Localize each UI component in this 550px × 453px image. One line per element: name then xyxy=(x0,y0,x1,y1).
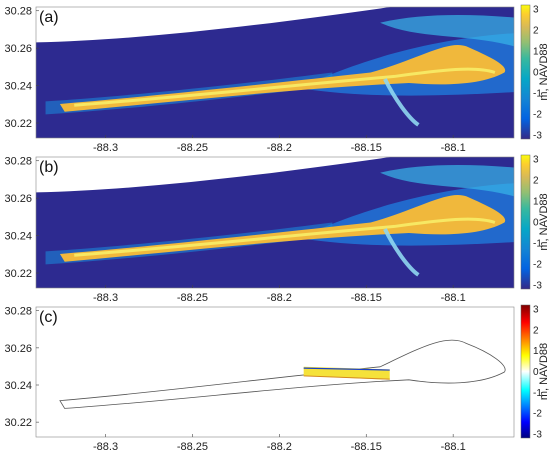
shoal-region xyxy=(380,164,514,197)
x-tick-label: -88.1 xyxy=(441,441,466,453)
island-crest xyxy=(74,217,496,257)
colorbar-tick-label: 3 xyxy=(533,155,539,166)
colorbar-tick-label: -1 xyxy=(533,388,542,399)
x-tick-label: -88.3 xyxy=(93,441,118,453)
colorbar-tick-label: 3 xyxy=(533,305,539,316)
colorbar xyxy=(520,304,531,439)
colorbar-tick-label: 1 xyxy=(533,197,539,208)
colorbar-tick-label: 2 xyxy=(533,176,539,187)
colorbar-tick-label: 0 xyxy=(533,367,539,378)
y-tick-label: 30.28 xyxy=(4,306,32,318)
colorbar-tick-label: -3 xyxy=(533,281,542,292)
x-tick-label: -88.1 xyxy=(441,142,466,154)
island-spit xyxy=(59,194,506,262)
colorbar-tick-label: -2 xyxy=(533,260,542,271)
channel-feature xyxy=(383,228,420,277)
x-tick-label: -88.3 xyxy=(93,292,118,304)
shoal-region xyxy=(380,14,514,47)
x-tick-label: -88.3 xyxy=(93,142,118,154)
panel-label: (c) xyxy=(39,309,58,326)
x-tick-label: -88.15 xyxy=(351,441,382,453)
plot-area xyxy=(36,7,514,138)
accretion-edge xyxy=(303,375,390,380)
panel-label: (b) xyxy=(39,159,59,176)
y-tick-label: 30.28 xyxy=(4,156,32,168)
x-tick-label: -88.15 xyxy=(351,292,382,304)
x-tick-label: -88.2 xyxy=(267,292,292,304)
panel-c: -88.3 -88.25 -88.2 -88.15 -88.1 30.28 30.26 30.… xyxy=(4,305,550,453)
colorbar-tick-label: -3 xyxy=(533,430,542,441)
colorbar-tick-label: 2 xyxy=(533,325,539,336)
island-spit xyxy=(59,44,506,112)
y-tick-label: 30.22 xyxy=(4,268,32,280)
plot-area xyxy=(36,157,514,288)
colorbar-label: m, NAVD88 xyxy=(538,43,550,100)
colorbar-tick-label: 2 xyxy=(533,26,539,37)
panel-label: (a) xyxy=(39,9,59,26)
y-tick-label: 30.26 xyxy=(4,193,32,205)
colorbar-label: m, NAVD88 xyxy=(538,193,550,250)
colorbar-tick-label: -1 xyxy=(533,89,542,100)
panel-a: -88.3 -88.25 -88.2 -88.15 -88.1 30.28 30.26 30.… xyxy=(4,4,550,155)
plot-frame xyxy=(35,156,515,289)
colorbar xyxy=(520,154,531,290)
panel-b: -88.3 -88.25 -88.2 -88.15 -88.1 30.28 30.26 30.… xyxy=(4,154,550,305)
colorbar-label: m, NAVD88 xyxy=(538,343,550,400)
x-tick-label: -88.1 xyxy=(441,292,466,304)
colorbar-tick-label: 0 xyxy=(533,218,539,229)
plot-area xyxy=(36,307,514,437)
x-tick-label: -88.25 xyxy=(177,441,208,453)
y-tick-label: 30.22 xyxy=(4,417,32,429)
y-tick-label: 30.26 xyxy=(4,43,32,55)
island-outline xyxy=(59,339,506,409)
island-crest xyxy=(74,67,496,107)
y-tick-label: 30.24 xyxy=(4,380,32,392)
y-tick-label: 30.24 xyxy=(4,81,32,93)
x-tick-label: -88.25 xyxy=(177,292,208,304)
colorbar-tick-label: 1 xyxy=(533,47,539,58)
erosion-edge xyxy=(303,367,390,371)
y-tick-label: 30.22 xyxy=(4,118,32,130)
plot-frame xyxy=(35,306,515,438)
y-tick-label: 30.28 xyxy=(4,6,32,18)
x-tick-label: -88.25 xyxy=(177,142,208,154)
colorbar-tick-label: -1 xyxy=(533,239,542,250)
colorbar xyxy=(520,4,531,140)
plot-frame xyxy=(35,6,515,139)
colorbar-tick-label: -2 xyxy=(533,110,542,121)
y-tick-label: 30.26 xyxy=(4,343,32,355)
channel-feature xyxy=(383,78,420,127)
plot-background xyxy=(36,307,514,437)
y-tick-label: 30.24 xyxy=(4,231,32,243)
colorbar-tick-label: -3 xyxy=(533,131,542,142)
x-tick-label: -88.2 xyxy=(267,441,292,453)
colorbar-tick-label: -2 xyxy=(533,409,542,420)
x-tick-label: -88.15 xyxy=(351,142,382,154)
colorbar-tick-label: 0 xyxy=(533,68,539,79)
colorbar-tick-label: 3 xyxy=(533,5,539,16)
colorbar-tick-label: 1 xyxy=(533,346,539,357)
x-tick-label: -88.2 xyxy=(267,142,292,154)
